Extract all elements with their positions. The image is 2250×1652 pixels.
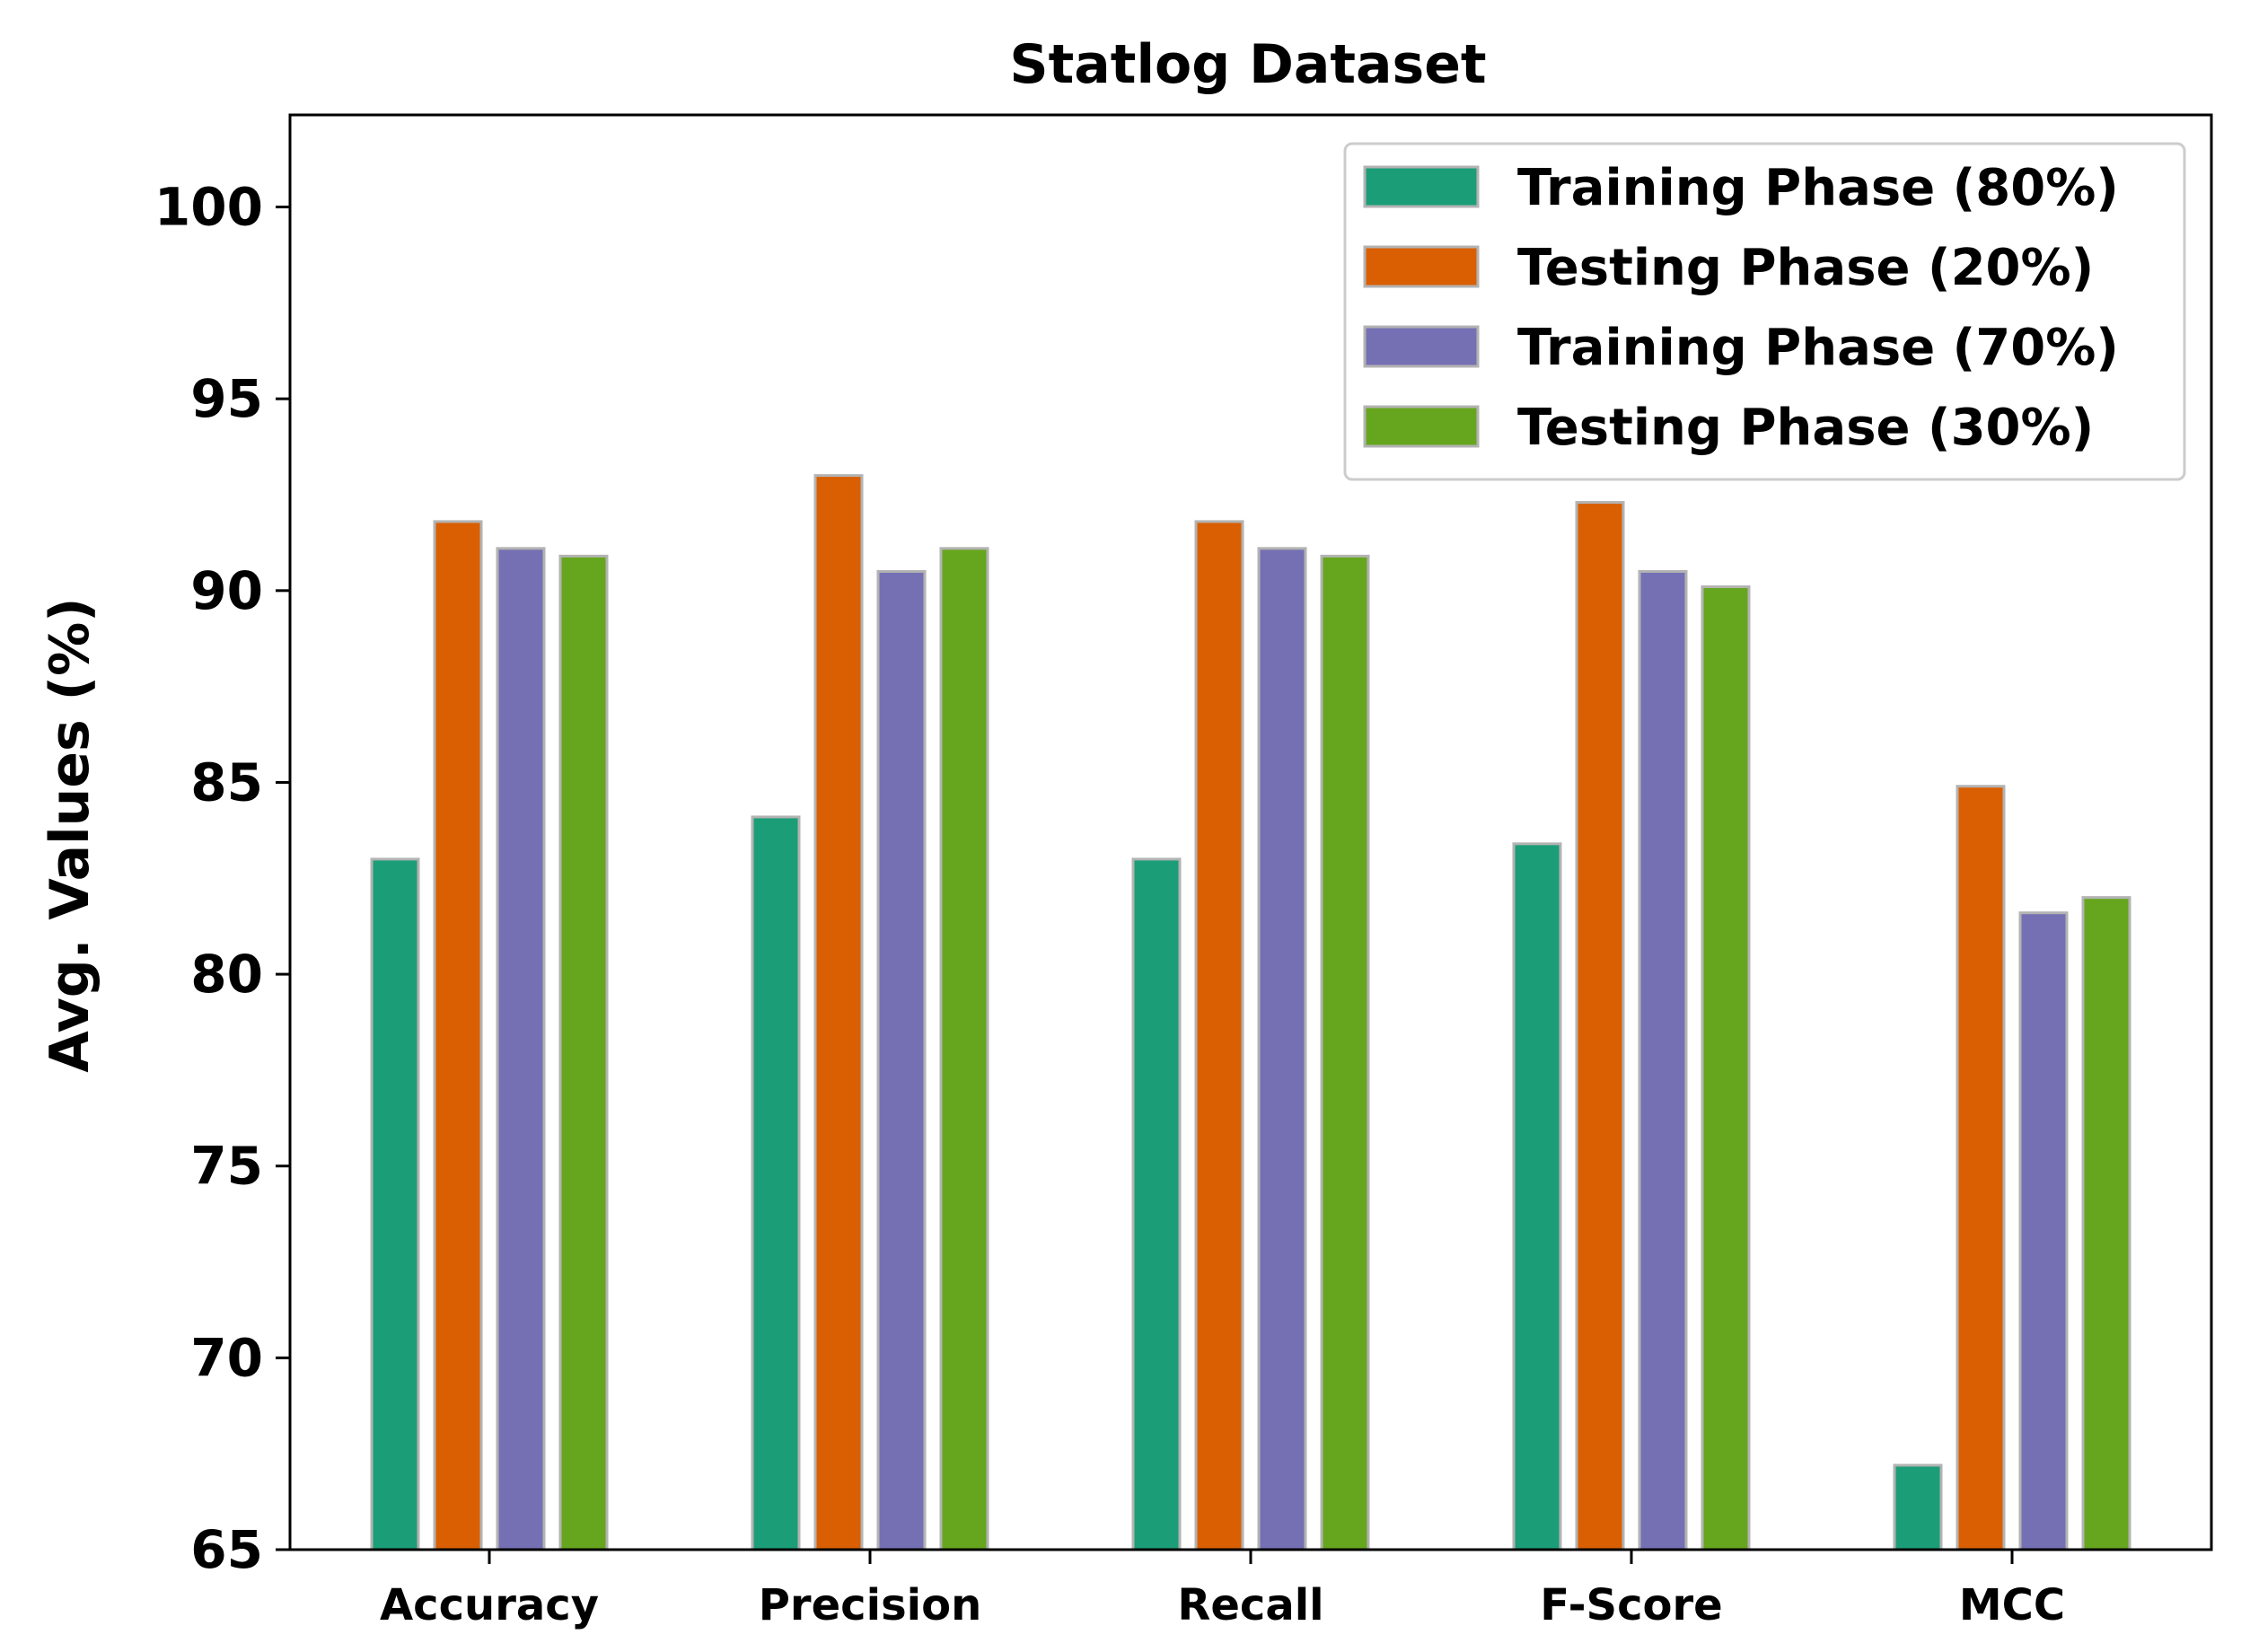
y-tick-label: 85 [190, 751, 263, 813]
y-axis-label: Avg. Values (%) [39, 597, 101, 1072]
x-axis-ticks: Accuracy Precision Recall F-Score MCC [380, 1550, 2065, 1630]
bar-f-score-series-4 [1701, 585, 1751, 1551]
bar-precision-series-4 [939, 547, 989, 1551]
bar-accuracy-series-2 [433, 520, 483, 1551]
legend-label-3: Training Phase (70%) [1517, 319, 2119, 377]
bar-accuracy-series-3 [496, 547, 546, 1551]
x-tick-label: MCC [1959, 1580, 2065, 1630]
legend-swatch-2 [1363, 245, 1480, 288]
chart-title: Statlog Dataset [1009, 33, 1486, 96]
legend-swatch-3 [1363, 325, 1480, 368]
y-axis-ticks: 65 70 75 80 85 90 95 100 [154, 177, 290, 1580]
y-tick-label: 65 [190, 1519, 263, 1580]
plot-area-frame [288, 113, 2213, 1551]
y-tick-label: 70 [190, 1327, 263, 1388]
bar-mcc-series-1 [1893, 1463, 1943, 1551]
bar-precision-series-1 [751, 815, 801, 1551]
bar-mcc-series-2 [1956, 785, 2006, 1551]
legend-swatch-4 [1363, 405, 1480, 448]
legend-label-4: Testing Phase (30%) [1517, 399, 2094, 457]
x-tick-label: F-Score [1540, 1580, 1722, 1630]
bar-f-score-series-1 [1512, 842, 1562, 1551]
y-tick-label: 75 [190, 1136, 263, 1197]
bar-recall-series-1 [1131, 857, 1182, 1551]
bar-f-score-series-2 [1575, 501, 1625, 1551]
y-tick-label: 90 [190, 560, 263, 621]
bar-recall-series-3 [1257, 547, 1307, 1551]
bar-precision-series-3 [876, 569, 927, 1551]
y-tick-label: 80 [190, 944, 263, 1005]
x-tick-label: Precision [759, 1580, 981, 1630]
y-tick-label: 95 [190, 368, 263, 429]
y-tick-label: 100 [154, 177, 263, 238]
bar-f-score-series-3 [1638, 569, 1688, 1551]
bar-recall-series-2 [1194, 520, 1244, 1551]
bar-accuracy-series-4 [558, 554, 609, 1551]
bar-precision-series-2 [813, 474, 864, 1551]
legend-label-1: Training Phase (80%) [1517, 159, 2119, 217]
x-tick-label: Accuracy [380, 1580, 599, 1630]
legend-label-2: Testing Phase (20%) [1517, 239, 2094, 297]
bar-mcc-series-4 [2081, 896, 2131, 1551]
bar-recall-series-4 [1320, 554, 1370, 1551]
bar-mcc-series-3 [2018, 911, 2069, 1551]
legend-swatch-1 [1363, 165, 1480, 208]
x-tick-label: Recall [1177, 1580, 1323, 1630]
legend: Training Phase (80%) Testing Phase (20%) T… [1343, 142, 2186, 481]
bar-accuracy-series-1 [370, 857, 420, 1551]
bars-group [370, 474, 2131, 1551]
legend-box [1343, 142, 2186, 481]
